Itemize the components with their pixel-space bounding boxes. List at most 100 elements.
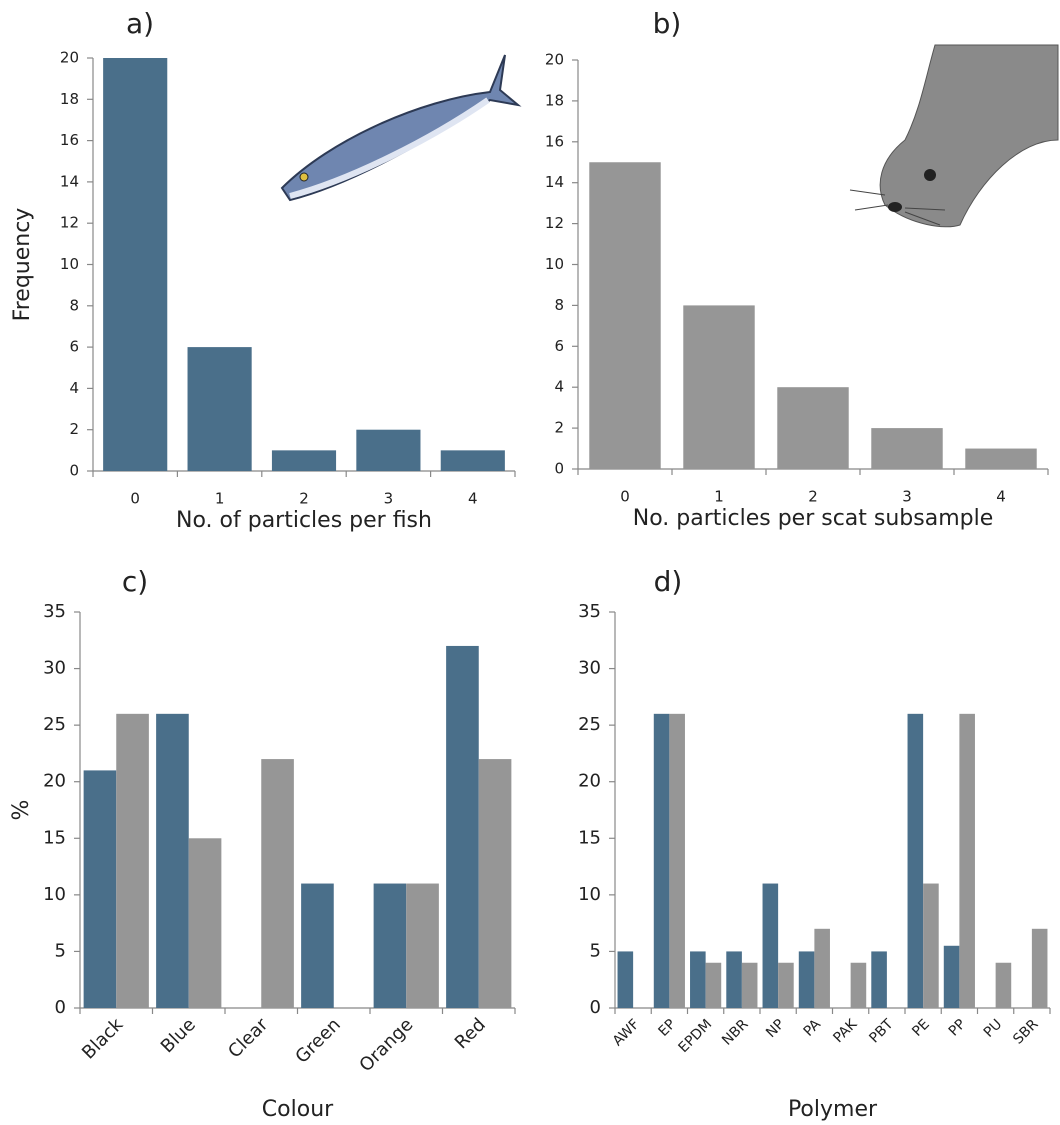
bar — [478, 759, 512, 1008]
x-tick-label: 2 — [808, 488, 818, 506]
x-tick-label: Clear — [224, 1014, 273, 1063]
x-axis-label: No. of particles per fish — [176, 508, 432, 533]
fish-illustration — [280, 54, 522, 202]
y-tick-label: 6 — [554, 337, 564, 355]
y-tick-label: 4 — [69, 379, 79, 397]
bar — [690, 951, 706, 1008]
x-tick-label: 2 — [299, 490, 309, 508]
bar — [726, 951, 742, 1008]
bar — [907, 713, 924, 1008]
x-tick-label: SBR — [1010, 1016, 1041, 1047]
bar — [943, 945, 960, 1008]
bar — [923, 883, 939, 1008]
bar — [871, 951, 887, 1008]
x-tick-label: 1 — [215, 490, 225, 508]
bar — [406, 883, 439, 1008]
x-tick-label: PA — [801, 1016, 825, 1040]
bar — [373, 883, 407, 1008]
y-tick-label: 18 — [545, 91, 564, 109]
bar — [653, 713, 670, 1008]
x-tick-label: NBR — [719, 1016, 752, 1049]
x-tick-label: 4 — [468, 490, 478, 508]
bar — [103, 58, 168, 471]
y-tick-label: 30 — [578, 658, 601, 679]
x-tick-label: EP — [655, 1016, 679, 1040]
y-tick-label: 25 — [43, 714, 66, 735]
bar — [589, 162, 661, 469]
bar — [356, 429, 421, 471]
y-tick-label: 0 — [590, 997, 601, 1018]
y-tick-label: 10 — [578, 884, 601, 905]
bar — [814, 928, 830, 1008]
y-tick-label: 4 — [554, 378, 564, 396]
y-tick-label: 6 — [69, 338, 79, 356]
x-tick-label: Black — [78, 1014, 128, 1064]
y-tick-label: 15 — [578, 827, 601, 848]
x-tick-label: Blue — [157, 1014, 200, 1057]
x-tick-label: 4 — [996, 488, 1006, 506]
y-tick-label: 14 — [545, 173, 564, 191]
bar — [83, 770, 117, 1008]
y-tick-label: 10 — [60, 255, 79, 273]
x-tick-label: PAK — [830, 1016, 860, 1046]
x-tick-label: 3 — [384, 490, 394, 508]
y-tick-label: 5 — [55, 940, 66, 961]
bar — [301, 883, 334, 1008]
bar — [965, 448, 1037, 469]
bar — [777, 387, 849, 469]
x-tick-label: PP — [946, 1016, 969, 1039]
bar — [762, 883, 779, 1008]
bar — [446, 645, 479, 1008]
y-tick-label: 0 — [69, 462, 79, 480]
y-tick-label: 16 — [545, 132, 564, 150]
bar — [440, 450, 505, 471]
y-tick-label: 20 — [578, 771, 601, 792]
bar — [188, 838, 222, 1008]
x-tick-label: Red — [451, 1014, 490, 1053]
y-tick-label: 0 — [554, 460, 564, 478]
chart-title: c) — [122, 565, 148, 598]
x-axis-label: Polymer — [788, 1097, 878, 1122]
x-tick-label: AWF — [610, 1016, 643, 1049]
y-tick-label: 0 — [55, 997, 66, 1018]
y-tick-label: 20 — [60, 49, 79, 67]
bar — [871, 428, 943, 469]
y-tick-label: 15 — [43, 827, 66, 848]
x-tick-label: Green — [291, 1014, 344, 1067]
bar — [778, 962, 794, 1008]
y-tick-label: 8 — [554, 296, 564, 314]
x-tick-label: Orange — [355, 1014, 417, 1076]
x-tick-label: PBT — [866, 1016, 896, 1046]
x-tick-label: EPDM — [676, 1016, 716, 1056]
bar — [261, 759, 294, 1008]
y-axis-label: Frequency — [10, 208, 35, 322]
x-tick-label: PE — [909, 1016, 933, 1040]
y-tick-label: 12 — [545, 214, 564, 232]
y-tick-label: 2 — [69, 420, 79, 438]
y-tick-label: 2 — [554, 419, 564, 437]
bar — [617, 951, 634, 1008]
y-tick-label: 20 — [43, 771, 66, 792]
chart-title: b) — [653, 7, 682, 40]
y-tick-label: 18 — [60, 90, 79, 108]
bar — [271, 450, 337, 471]
y-tick-label: 8 — [69, 296, 79, 314]
y-tick-label: 20 — [545, 51, 564, 69]
x-tick-label: PU — [981, 1016, 1006, 1041]
seal-illustration — [849, 44, 1059, 228]
x-tick-label: NP — [763, 1016, 788, 1041]
x-tick-label: 1 — [714, 488, 724, 506]
chart-title: a) — [126, 7, 154, 40]
bar — [1031, 928, 1048, 1008]
y-tick-label: 14 — [60, 172, 79, 190]
x-axis-label: Colour — [262, 1097, 334, 1122]
bar — [995, 962, 1012, 1008]
bar — [683, 305, 755, 469]
bar — [850, 962, 867, 1008]
y-tick-label: 10 — [545, 255, 564, 273]
x-tick-label: 0 — [620, 488, 630, 506]
y-tick-label: 10 — [43, 884, 66, 905]
bar — [669, 713, 685, 1008]
chart-title: d) — [654, 565, 683, 598]
